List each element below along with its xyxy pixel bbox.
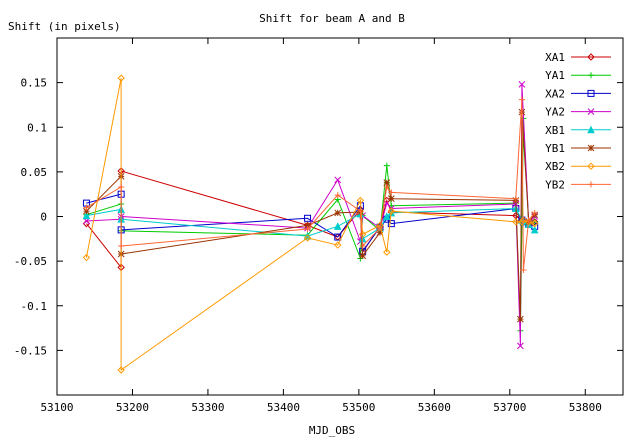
legend-marker <box>587 53 595 61</box>
data-point <box>334 241 342 249</box>
data-point <box>518 81 526 88</box>
data-point <box>520 267 527 274</box>
data-point <box>334 209 342 217</box>
data-point <box>387 220 395 228</box>
legend: XA1 YA1 XA2 YA2 XB1 YB1 XB2 YB2 <box>545 51 611 191</box>
data-point <box>304 225 311 232</box>
legend-marker <box>588 72 594 79</box>
data-point <box>117 74 125 82</box>
data-point <box>304 214 312 222</box>
data-point <box>531 209 538 216</box>
data-point <box>359 252 366 260</box>
legend-marker <box>587 144 595 152</box>
data-point <box>82 253 91 262</box>
data-point <box>304 222 311 229</box>
data-point <box>383 179 391 186</box>
series-lines <box>82 74 539 374</box>
x-tick-label: 53800 <box>569 401 602 414</box>
data-point <box>387 207 396 215</box>
series-yb2 <box>83 96 538 274</box>
data-point <box>383 162 390 169</box>
data-point <box>531 218 538 225</box>
data-point <box>303 234 312 242</box>
legend-label: YA1 <box>545 69 565 82</box>
data-point <box>334 176 342 184</box>
y-tick-label: 0.15 <box>21 77 48 90</box>
data-point <box>358 230 367 239</box>
data-point <box>383 184 390 191</box>
data-point <box>334 233 342 241</box>
legend-marker <box>587 162 595 170</box>
data-point <box>82 211 91 220</box>
axis-ticks: 53100 53200 53300 53400 53500 53600 53700 53800… <box>14 38 623 414</box>
legend-marker <box>587 108 595 115</box>
series-line <box>86 99 536 271</box>
y-tick-label: -0.05 <box>14 255 47 268</box>
y-tick-label: 0.05 <box>21 166 48 179</box>
x-tick-label: 53600 <box>418 401 451 414</box>
legend-marker <box>587 89 595 97</box>
legend-marker <box>588 181 594 188</box>
data-point <box>357 208 364 215</box>
legend-label: YA2 <box>545 106 565 119</box>
data-point <box>83 204 90 211</box>
legend-label: XB1 <box>545 124 565 137</box>
data-point <box>83 207 90 215</box>
chart-title: Shift for beam A and B <box>259 12 405 25</box>
data-point <box>518 218 526 226</box>
data-point <box>530 225 539 234</box>
x-tick-label: 53400 <box>267 401 300 414</box>
legend-label: YB2 <box>545 178 565 191</box>
x-tick-label: 53700 <box>493 401 526 414</box>
data-point <box>525 217 532 224</box>
data-point <box>376 229 384 236</box>
y-axis-label: Shift (in pixels) <box>8 20 121 33</box>
data-point <box>512 195 519 202</box>
data-point <box>518 96 525 103</box>
plot-frame <box>56 37 624 396</box>
legend-label: XA2 <box>545 87 565 100</box>
x-tick-label: 53200 <box>116 401 149 414</box>
x-tick-label: 53100 <box>40 401 73 414</box>
data-point <box>118 184 125 191</box>
x-tick-label: 53300 <box>191 401 224 414</box>
x-tick-label: 53500 <box>342 401 375 414</box>
data-point <box>333 222 342 230</box>
legend-label: XB2 <box>545 160 565 173</box>
data-point <box>117 366 125 374</box>
y-tick-label: -0.1 <box>21 300 48 313</box>
data-point <box>388 189 395 196</box>
data-point <box>517 315 524 323</box>
legend-label: XA1 <box>545 51 565 64</box>
y-tick-label: 0 <box>40 211 47 224</box>
data-point <box>383 248 391 256</box>
y-tick-label: -0.15 <box>14 344 47 357</box>
data-point <box>530 219 539 228</box>
data-point <box>376 225 383 232</box>
data-point <box>334 192 341 199</box>
y-tick-label: 0.1 <box>27 121 47 134</box>
legend-label: YB1 <box>545 142 565 155</box>
data-point <box>517 342 524 350</box>
x-axis-label: MJD_OBS <box>309 424 355 437</box>
data-point <box>382 212 391 220</box>
data-point <box>359 242 366 249</box>
legend-marker <box>587 125 595 134</box>
data-point <box>512 218 520 226</box>
data-point <box>118 242 125 249</box>
data-point <box>356 196 365 205</box>
data-point <box>387 195 395 203</box>
